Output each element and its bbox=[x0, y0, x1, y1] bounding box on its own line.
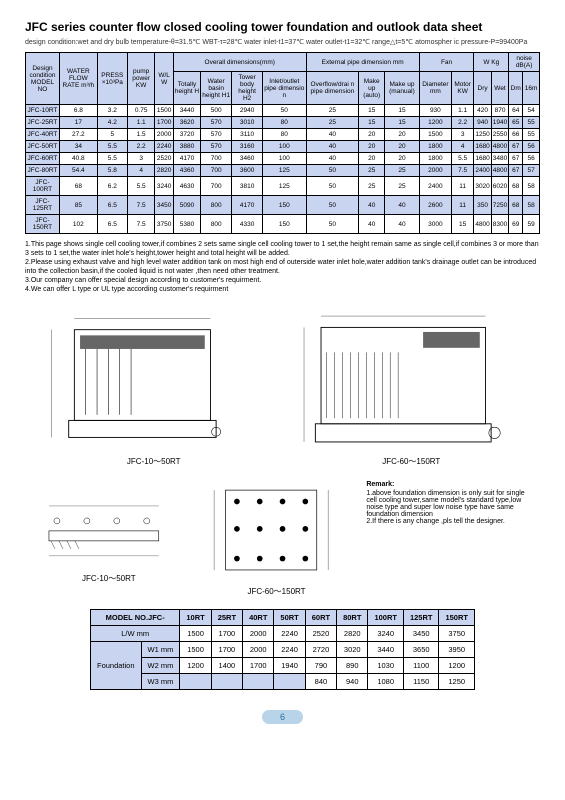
ft-foundation-label: Foundation bbox=[91, 641, 142, 689]
page-number: 6 bbox=[262, 710, 303, 724]
hdr-wet: Wet bbox=[491, 72, 508, 105]
note-line: 1.This page shows single cell cooling to… bbox=[25, 240, 540, 258]
hdr-dry: Dry bbox=[474, 72, 491, 105]
diagram-label-2: JFC-60～150RT bbox=[382, 456, 440, 467]
remark-line: 1.above foundation dimension is only sui… bbox=[366, 490, 534, 518]
ft-model-label: MODEL NO.JFC- bbox=[91, 609, 180, 625]
hdr-pump: pump power KW bbox=[127, 53, 154, 105]
hdr-wkg: W Kg bbox=[474, 53, 509, 72]
hdr-th: Totally height H bbox=[173, 72, 200, 105]
ft-lw-label: L/W mm bbox=[91, 625, 180, 641]
table-row: JFC-100RT686.25.532404630700381012550252… bbox=[26, 177, 540, 196]
hdr-bh: Water basin height H1 bbox=[201, 72, 232, 105]
foundation-label-2: JFC-60～150RT bbox=[247, 586, 305, 597]
hdr-fan: Fan bbox=[419, 53, 474, 72]
foundation-table: MODEL NO.JFC- 10RT25RT 40RT50RT 60RT80RT… bbox=[90, 609, 475, 690]
table-row: JFC-125RT856.57.534505090800417015050404… bbox=[26, 196, 540, 215]
top-diagrams: JFC-10～50RT JFC-60～150RT bbox=[25, 303, 540, 471]
note-line: 2.Please using exhaust valve and high le… bbox=[25, 258, 540, 276]
hdr-ovf: Overflow/drai n pipe dimension bbox=[306, 72, 359, 105]
diagram-2 bbox=[287, 307, 537, 454]
remark-line: 2.If there is any change ,pls tell the d… bbox=[366, 518, 534, 525]
foundation-diagram-1 bbox=[29, 481, 189, 571]
remark-title: Remark: bbox=[366, 481, 534, 488]
hdr-overall: Overall dimensions(mm) bbox=[173, 53, 306, 72]
hdr-wfr: WATER FLOW RATE m³/h bbox=[59, 53, 97, 105]
hdr-d16: 16m bbox=[523, 72, 540, 105]
notes: 1.This page shows single cell cooling to… bbox=[25, 240, 540, 295]
hdr-design: Design conditionMODEL NO bbox=[26, 53, 60, 105]
hdr-dia: Diameter mm bbox=[419, 72, 451, 105]
table-row: JFC-60RT40.85.53252041707003460100402020… bbox=[26, 153, 540, 165]
note-line: 3.Our company can offer special design a… bbox=[25, 276, 540, 285]
hdr-inlet: Inlet/outlet pipe dimensio n bbox=[263, 72, 307, 105]
table-row: JFC-80RT54.45.84282043607003600125502525… bbox=[26, 165, 540, 177]
hdr-ma: Make up (auto) bbox=[359, 72, 385, 105]
foundation-label-1: JFC-10～50RT bbox=[82, 573, 136, 584]
design-condition: design condition:wet and dry bulb temper… bbox=[25, 38, 540, 46]
hdr-mm: Make up (manual) bbox=[385, 72, 420, 105]
spec-table: Design conditionMODEL NO WATER FLOW RATE… bbox=[25, 52, 540, 234]
diagram-1 bbox=[29, 307, 279, 454]
page-title: JFC series counter flow closed cooling t… bbox=[25, 20, 540, 34]
note-line: 4.We can offer L type or UL type accordi… bbox=[25, 285, 540, 294]
table-row: JFC-150RT1026.57.53750538080043301505040… bbox=[26, 215, 540, 234]
hdr-noise: noise dB(A) bbox=[509, 53, 540, 72]
table-row: JFC-40RT27.251.5200037205703110804020201… bbox=[26, 129, 540, 141]
lower-diagrams-row: JFC-10～50RT JFC-60～150RT Remark: 1.above… bbox=[25, 477, 540, 601]
table-row: JFC-50RT345.52.2224038805703160100402020… bbox=[26, 141, 540, 153]
remark-box: Remark: 1.above foundation dimension is … bbox=[360, 477, 540, 601]
hdr-twh: Tower body height H2 bbox=[232, 72, 263, 105]
page-footer: 6 bbox=[25, 710, 540, 724]
hdr-press: PRESS ×10³Pa bbox=[97, 53, 127, 105]
diagram-label-1: JFC-10～50RT bbox=[127, 456, 181, 467]
hdr-mk: Motor KW bbox=[451, 72, 473, 105]
hdr-wl: W/L W bbox=[155, 53, 174, 105]
table-row: JFC-10RT6.83.20.751500344050029405025151… bbox=[26, 105, 540, 117]
table-row: JFC-25RT174.21.1170036205703010802515151… bbox=[26, 117, 540, 129]
hdr-ext: External pipe dimension mm bbox=[306, 53, 419, 72]
hdr-dm: Dm bbox=[509, 72, 523, 105]
foundation-diagram-2 bbox=[197, 481, 357, 584]
